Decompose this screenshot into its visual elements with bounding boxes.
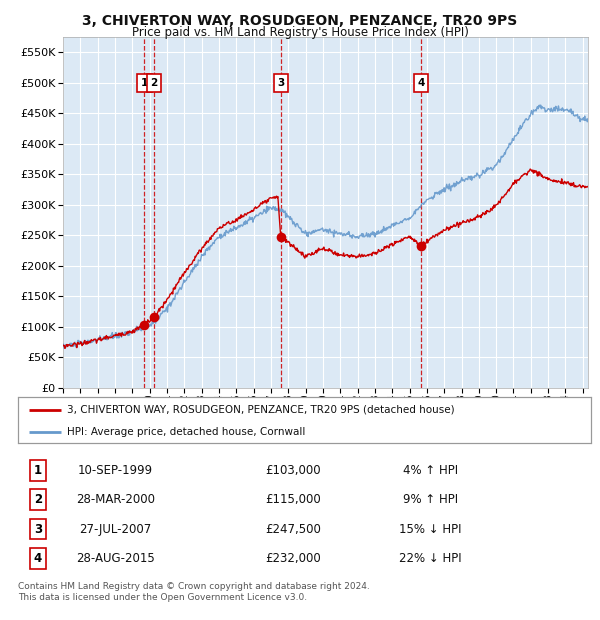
Text: 3: 3 (34, 523, 42, 536)
Text: 3, CHIVERTON WAY, ROSUDGEON, PENZANCE, TR20 9PS (detached house): 3, CHIVERTON WAY, ROSUDGEON, PENZANCE, T… (67, 405, 454, 415)
Text: 22% ↓ HPI: 22% ↓ HPI (399, 552, 462, 565)
Text: £103,000: £103,000 (265, 464, 321, 477)
Text: HPI: Average price, detached house, Cornwall: HPI: Average price, detached house, Corn… (67, 427, 305, 436)
Text: 27-JUL-2007: 27-JUL-2007 (79, 523, 152, 536)
Text: £115,000: £115,000 (265, 494, 321, 506)
Text: 2: 2 (34, 494, 42, 506)
Text: Contains HM Land Registry data © Crown copyright and database right 2024.
This d: Contains HM Land Registry data © Crown c… (18, 582, 370, 603)
Text: 15% ↓ HPI: 15% ↓ HPI (400, 523, 462, 536)
Text: 10-SEP-1999: 10-SEP-1999 (78, 464, 153, 477)
Text: 4: 4 (417, 78, 425, 88)
Text: 3, CHIVERTON WAY, ROSUDGEON, PENZANCE, TR20 9PS: 3, CHIVERTON WAY, ROSUDGEON, PENZANCE, T… (82, 14, 518, 28)
Text: £247,500: £247,500 (265, 523, 321, 536)
Text: 4: 4 (34, 552, 42, 565)
Text: 2: 2 (150, 78, 157, 88)
Text: 1: 1 (140, 78, 148, 88)
Text: Price paid vs. HM Land Registry's House Price Index (HPI): Price paid vs. HM Land Registry's House … (131, 26, 469, 39)
Text: 3: 3 (277, 78, 284, 88)
Text: £232,000: £232,000 (265, 552, 321, 565)
Text: 4% ↑ HPI: 4% ↑ HPI (403, 464, 458, 477)
Text: 9% ↑ HPI: 9% ↑ HPI (403, 494, 458, 506)
Text: 28-MAR-2000: 28-MAR-2000 (76, 494, 155, 506)
Text: 28-AUG-2015: 28-AUG-2015 (76, 552, 155, 565)
Text: 1: 1 (34, 464, 42, 477)
